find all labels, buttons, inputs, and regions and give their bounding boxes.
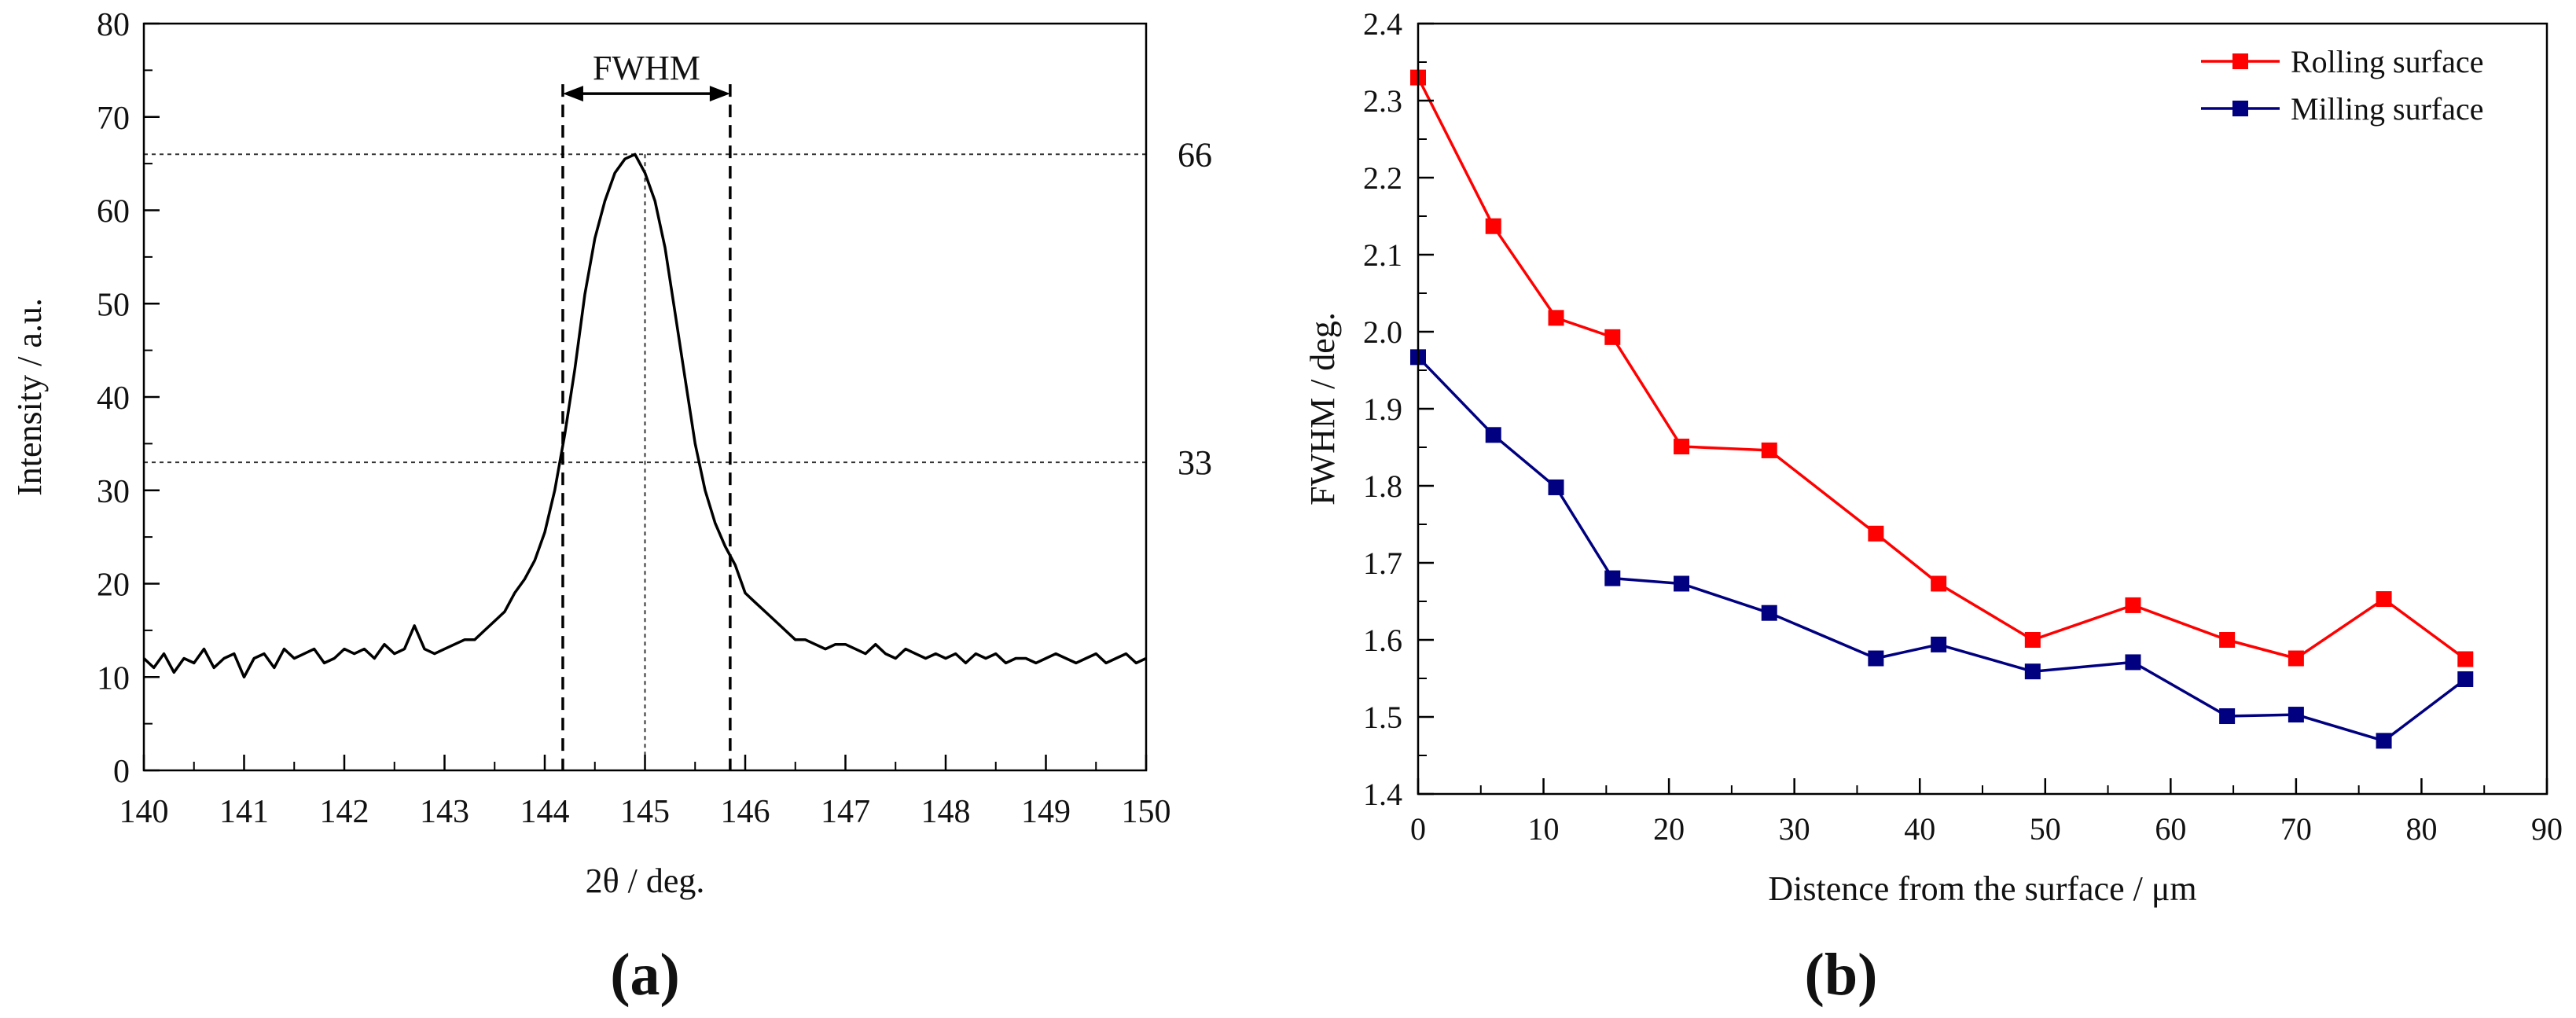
- panel-a-caption: (a): [610, 942, 680, 1008]
- rolling-surface-point: [1931, 575, 1947, 592]
- rolling-surface-point: [1548, 310, 1564, 326]
- legend-milling-surface-label: Milling surface: [2291, 91, 2484, 127]
- milling-surface-point: [1674, 575, 1690, 592]
- rolling-surface-point: [2125, 597, 2141, 613]
- panel-b-y-tick-label: 2.1: [1363, 237, 1402, 273]
- panel-a-x-tick-label: 147: [821, 794, 870, 830]
- panel-b-y-tick-label: 1.6: [1363, 623, 1402, 658]
- panel-b-y-tick-label: 1.5: [1363, 700, 1402, 735]
- fwhm-arrowhead-right: [709, 86, 730, 102]
- rolling-surface-point: [2288, 650, 2304, 667]
- panel-a-x-tick-label: 144: [520, 794, 570, 830]
- panel-b-x-tick-label: 90: [2531, 811, 2563, 847]
- panel-b-x-tick-label: 50: [2030, 811, 2061, 847]
- panel-a-y-tick-label: 70: [97, 101, 130, 137]
- fwhm-arrowhead-left: [562, 86, 583, 102]
- panel-b-y-tick-label: 1.8: [1363, 469, 1402, 504]
- reference-value-label-66: 66: [1178, 135, 1212, 174]
- panel-a-x-tick-label: 141: [219, 794, 269, 830]
- reference-value-label-33: 33: [1178, 443, 1212, 482]
- panel-b-x-tick-label: 10: [1528, 811, 1560, 847]
- panel-b-fwhm-chart: 0 10 20 30 40 50 60 70 80 90 1.4 1.5 1.6 1.7 1.8 1.9 2.0…: [1303, 6, 2563, 908]
- rolling-surface-point: [2219, 632, 2236, 648]
- legend-rolling-surface-label: Rolling surface: [2291, 44, 2484, 79]
- panel-a-y-tick-label: 60: [97, 194, 130, 230]
- panel-a-x-tick-label: 140: [119, 794, 169, 830]
- panel-b-x-axis-label: Distence from the surface / μm: [1768, 869, 2196, 908]
- panel-b-x-tick-label: 80: [2405, 811, 2437, 847]
- milling-surface-point: [2024, 663, 2041, 680]
- rolling-surface-point: [2376, 591, 2392, 608]
- milling-surface-line: [1417, 356, 2467, 743]
- panel-b-x-tick-label: 30: [1779, 811, 1810, 847]
- panel-b-x-tick-label: 70: [2280, 811, 2312, 847]
- panel-b-x-tick-label: 20: [1653, 811, 1685, 847]
- panel-b-x-tick-label: 0: [1410, 811, 1426, 847]
- rolling-surface-line: [1417, 76, 2467, 660]
- panel-b-x-tick-label: 60: [2155, 811, 2186, 847]
- panel-b-y-tick-label: 2.3: [1363, 83, 1402, 119]
- rolling-surface-point: [2024, 632, 2041, 648]
- milling-surface-point: [1604, 570, 1621, 586]
- panel-b-plot-frame: [1417, 22, 2548, 796]
- milling-surface-point: [1485, 427, 1501, 443]
- legend-milling-surface-marker: [2232, 101, 2248, 116]
- panel-a-y-tick-label: 30: [97, 474, 130, 510]
- rolling-surface-point: [1868, 525, 1884, 542]
- panel-a-xrd-chart: 140 141 142 143 144 145 146 147 148 149 150 0 10 20 30…: [10, 7, 1212, 900]
- panel-a-x-tick-label: 150: [1122, 794, 1171, 830]
- rolling-surface-point: [1485, 218, 1501, 234]
- panel-a-x-tick-label: 142: [320, 794, 369, 830]
- panel-a-x-tick-label: 148: [921, 794, 971, 830]
- panel-b-y-tick-label: 2.2: [1363, 160, 1402, 196]
- panel-b-y-tick-label: 1.4: [1363, 777, 1402, 812]
- legend-rolling-surface-marker: [2232, 53, 2248, 69]
- rolling-surface-point: [1761, 442, 1777, 458]
- milling-surface-point: [2125, 654, 2141, 671]
- panel-a-y-tick-label: 50: [97, 287, 130, 323]
- panel-b-y-tick-label: 1.9: [1363, 391, 1402, 427]
- milling-surface-point: [1931, 636, 1947, 652]
- milling-surface-point: [1548, 479, 1564, 495]
- panel-a-y-axis-label: Intensity / a.u.: [10, 298, 49, 496]
- milling-surface-point: [1868, 650, 1884, 667]
- xrd-intensity-line: [142, 153, 1147, 679]
- rolling-surface-point: [1604, 329, 1621, 345]
- milling-surface-point: [2376, 733, 2392, 749]
- panel-b-y-tick-label: 2.4: [1363, 6, 1402, 42]
- panel-a-x-tick-label: 146: [721, 794, 770, 830]
- panel-a-x-tick-label: 149: [1021, 794, 1071, 830]
- panel-a-y-tick-label: 80: [97, 7, 130, 43]
- panel-a-x-tick-label: 145: [620, 794, 670, 830]
- milling-surface-point: [2219, 708, 2236, 725]
- panel-a-x-tick-label: 143: [420, 794, 469, 830]
- panel-a-y-tick-label: 40: [97, 380, 130, 417]
- panel-a-y-tick-label: 20: [97, 568, 130, 604]
- panel-b-y-tick-label: 1.7: [1363, 546, 1402, 581]
- panel-b-y-tick-label: 2.0: [1363, 314, 1402, 350]
- milling-surface-point: [1761, 605, 1777, 621]
- panel-b-x-tick-label: 40: [1904, 811, 1935, 847]
- panel-b-y-axis-label: FWHM / deg.: [1303, 312, 1342, 505]
- rolling-surface-point: [1674, 439, 1690, 455]
- rolling-surface-point: [2457, 651, 2474, 667]
- fwhm-annotation-label: FWHM: [593, 49, 700, 87]
- panel-a-y-tick-label: 10: [97, 660, 130, 696]
- milling-surface-point: [2288, 707, 2304, 723]
- panel-a-y-tick-label: 0: [113, 754, 130, 790]
- panel-b-legend: Rolling surface Milling surface: [2201, 44, 2484, 127]
- milling-surface-point: [2457, 671, 2474, 687]
- panel-b-caption: (b): [1805, 942, 1878, 1008]
- panel-a-x-axis-label: 2θ / deg.: [586, 862, 705, 900]
